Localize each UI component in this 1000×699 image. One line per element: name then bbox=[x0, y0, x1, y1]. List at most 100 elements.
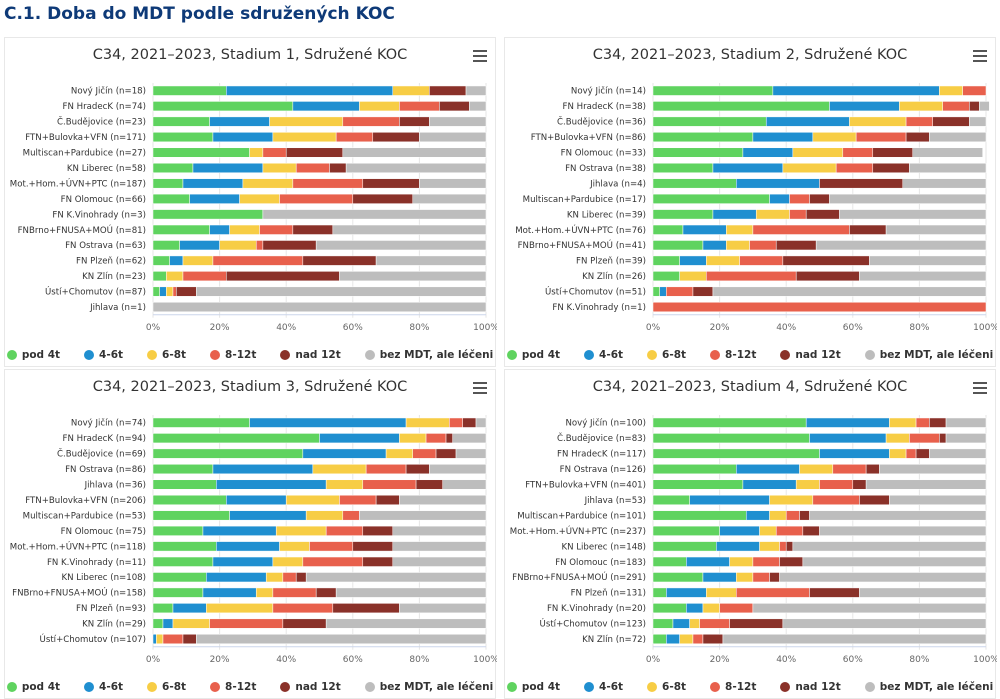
bar-segment bbox=[152, 525, 204, 536]
legend-item[interactable]: 6-8t bbox=[147, 349, 186, 361]
legend-item[interactable]: pod 4t bbox=[506, 349, 560, 361]
bar-segment bbox=[769, 572, 780, 583]
legend-item[interactable]: pod 4t bbox=[6, 681, 60, 693]
bar-segment bbox=[652, 618, 674, 629]
bar-segment bbox=[699, 618, 730, 629]
legend-item[interactable]: 4-6t bbox=[584, 349, 623, 361]
bar-segment bbox=[196, 634, 487, 645]
bar-segment bbox=[399, 116, 430, 127]
legend-item[interactable]: nad 12t bbox=[780, 349, 841, 361]
bar-segment bbox=[879, 464, 987, 475]
legend-item[interactable]: 4-6t bbox=[84, 349, 123, 361]
bar-segment bbox=[872, 147, 913, 158]
bar-segment bbox=[292, 178, 364, 189]
bar-segment bbox=[942, 101, 970, 112]
bar-segment bbox=[352, 193, 413, 204]
legend-item[interactable]: 6-8t bbox=[647, 681, 686, 693]
legend-item[interactable]: 4-6t bbox=[84, 681, 123, 693]
hamburger-menu-icon[interactable] bbox=[473, 50, 487, 62]
bar-segment bbox=[345, 162, 487, 173]
x-tick-label: 60% bbox=[843, 655, 863, 665]
bar-segment bbox=[435, 448, 457, 459]
category-label: Jihlava (n=1) bbox=[89, 303, 146, 313]
legend-item[interactable]: pod 4t bbox=[506, 681, 560, 693]
legend-item[interactable]: bez MDT, ale léčeni bbox=[864, 349, 993, 361]
bar-segment bbox=[652, 417, 807, 428]
bar-segment bbox=[295, 162, 330, 173]
page-title: C.1. Doba do MDT podle sdružených KOC bbox=[4, 4, 395, 24]
bar-segment bbox=[932, 116, 970, 127]
legend-item[interactable]: 6-8t bbox=[647, 349, 686, 361]
bar-segment bbox=[399, 494, 487, 505]
legend-marker-icon bbox=[364, 682, 375, 692]
hamburger-menu-icon[interactable] bbox=[973, 50, 987, 62]
category-label: Multiscan+Pardubice (n=27) bbox=[23, 149, 146, 159]
legend-item[interactable]: 8-12t bbox=[210, 681, 256, 693]
legend-item[interactable]: 8-12t bbox=[210, 349, 256, 361]
bar-segment bbox=[152, 209, 264, 220]
category-label: FN Plzeň (n=131) bbox=[571, 588, 646, 599]
legend-label: nad 12t bbox=[295, 349, 341, 361]
x-tick-label: 0% bbox=[646, 323, 661, 333]
legend-item[interactable]: bez MDT, ale léčeni bbox=[364, 681, 493, 693]
legend-item[interactable]: nad 12t bbox=[280, 681, 341, 693]
bar-segment bbox=[156, 634, 164, 645]
bar-segment bbox=[719, 525, 760, 536]
legend-item[interactable]: nad 12t bbox=[780, 681, 841, 693]
bar-segment bbox=[399, 603, 487, 614]
bar-segment bbox=[945, 417, 987, 428]
bar-segment bbox=[399, 101, 440, 112]
chart-legend: pod 4t 4-6t 6-8t 8-12t nad 12t bez MDT, ale l… bbox=[5, 349, 495, 361]
bar-segment bbox=[869, 255, 987, 266]
category-label: FN K.Vinohrady (n=1) bbox=[552, 303, 646, 313]
bar-segment bbox=[749, 240, 777, 251]
legend-marker-icon bbox=[147, 350, 158, 360]
bar-segment bbox=[152, 494, 227, 505]
legend-marker-icon bbox=[506, 682, 517, 692]
bar-segment bbox=[152, 634, 157, 645]
bar-segment bbox=[372, 132, 420, 143]
legend-item[interactable]: bez MDT, ale léčeni bbox=[864, 681, 993, 693]
bar-segment bbox=[702, 603, 720, 614]
hamburger-menu-icon[interactable] bbox=[473, 382, 487, 394]
x-tick-label: 100% bbox=[473, 323, 497, 333]
bar-segment bbox=[335, 132, 374, 143]
category-label: FN K.Vinohrady (n=20) bbox=[547, 604, 646, 614]
bar-segment bbox=[666, 587, 707, 598]
category-label: KN Zlín (n=26) bbox=[582, 272, 646, 282]
bar-segment bbox=[652, 147, 744, 158]
legend-marker-icon bbox=[210, 682, 221, 692]
bar-segment bbox=[152, 85, 227, 96]
legend-item[interactable]: nad 12t bbox=[280, 349, 341, 361]
legend-marker-icon bbox=[584, 682, 595, 692]
legend-item[interactable]: pod 4t bbox=[6, 349, 61, 361]
bar-segment bbox=[445, 433, 453, 444]
bar-segment bbox=[202, 587, 257, 598]
bar-segment bbox=[202, 525, 277, 536]
bar-segment bbox=[152, 101, 294, 112]
category-label: Č.Budějovice (n=83) bbox=[557, 432, 646, 444]
bar-segment bbox=[469, 101, 487, 112]
category-label: Ústí+Chomutov (n=107) bbox=[40, 633, 146, 645]
category-label: KN Zlín (n=29) bbox=[82, 620, 146, 630]
legend-item[interactable]: bez MDT, ale léčeni bbox=[364, 349, 493, 361]
legend-marker-icon bbox=[280, 682, 291, 692]
legend-item[interactable]: 8-12t bbox=[710, 349, 756, 361]
legend-item[interactable]: 8-12t bbox=[710, 681, 756, 693]
bar-segment bbox=[915, 417, 930, 428]
bar-segment bbox=[652, 541, 717, 552]
bar-segment bbox=[962, 85, 987, 96]
bar-segment bbox=[759, 525, 777, 536]
bar-segment bbox=[212, 132, 274, 143]
bar-segment bbox=[342, 116, 400, 127]
bar-segment bbox=[332, 224, 487, 235]
legend-item[interactable]: 4-6t bbox=[584, 681, 623, 693]
legend-item[interactable]: 6-8t bbox=[147, 681, 186, 693]
bar-segment bbox=[272, 132, 337, 143]
bar-segment bbox=[309, 541, 354, 552]
x-tick-label: 100% bbox=[973, 323, 997, 333]
legend-label: pod 4t bbox=[21, 349, 61, 361]
bar-segment bbox=[819, 525, 987, 536]
bar-segment bbox=[899, 101, 943, 112]
hamburger-menu-icon[interactable] bbox=[973, 382, 987, 394]
